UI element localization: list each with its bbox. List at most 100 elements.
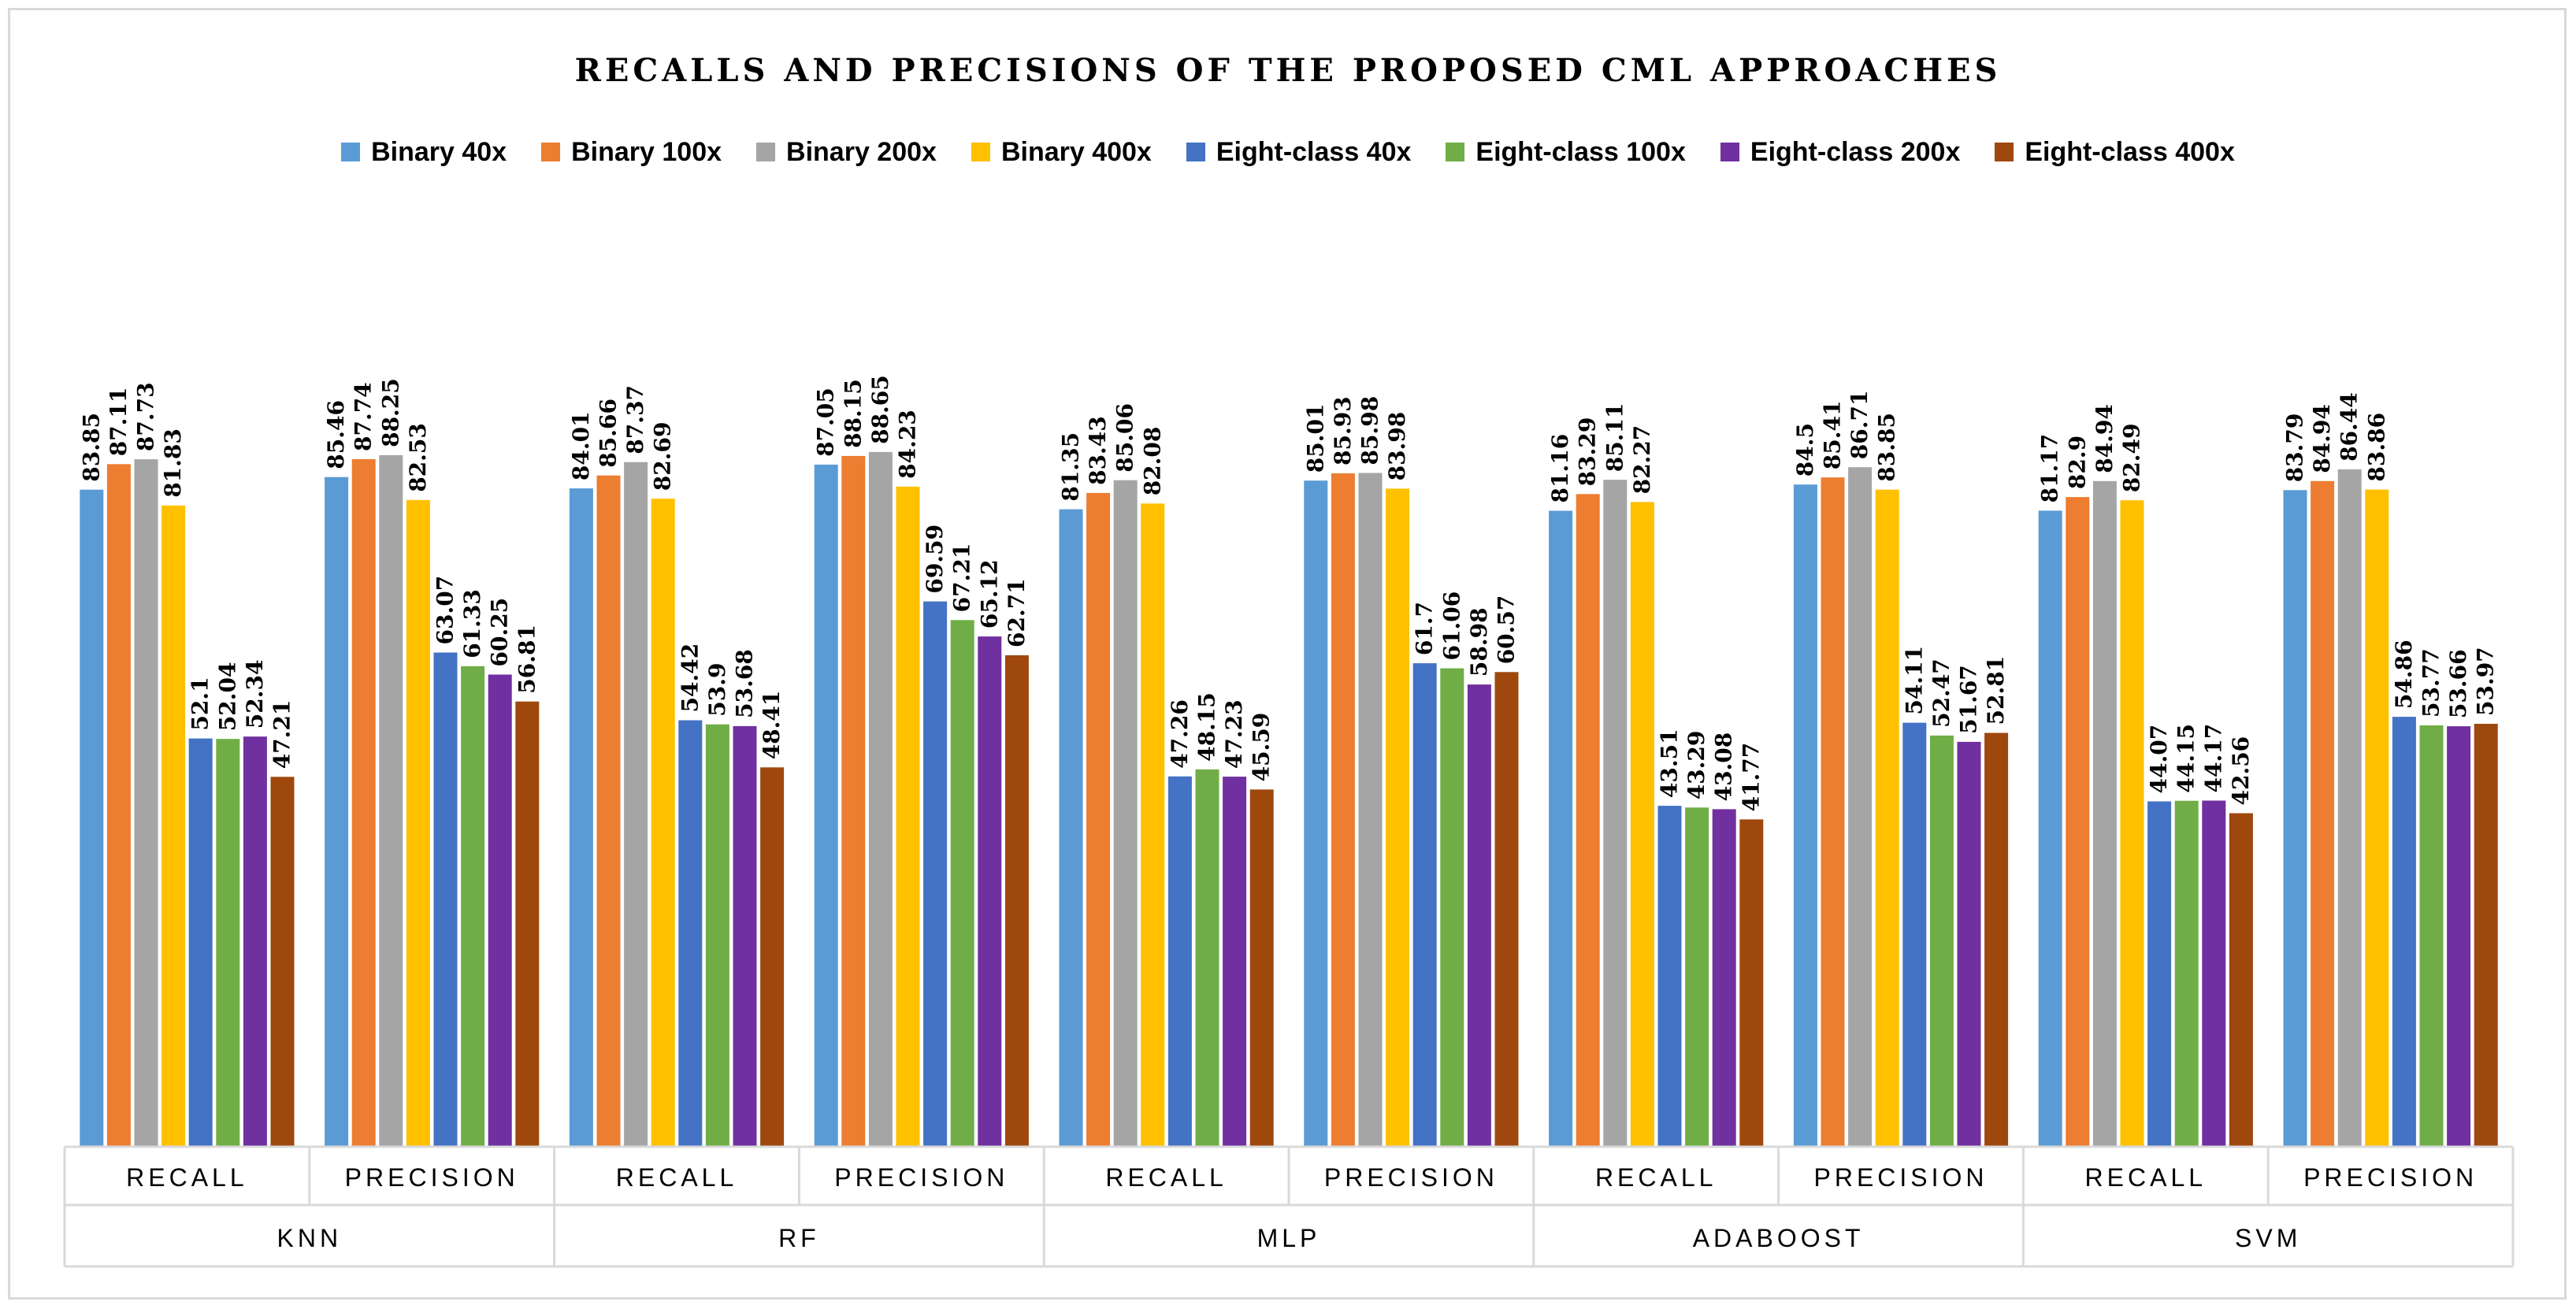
data-label: 53.97 bbox=[2473, 647, 2499, 716]
bar bbox=[1141, 503, 1165, 1147]
legend-label: Binary 100x bbox=[571, 136, 722, 167]
data-label: 84.94 bbox=[2092, 404, 2118, 473]
bar bbox=[2311, 480, 2335, 1147]
data-label: 88.65 bbox=[867, 375, 893, 444]
legend-swatch bbox=[1995, 143, 2014, 161]
bar bbox=[1386, 488, 1410, 1147]
legend-item: Binary 400x bbox=[971, 137, 1152, 168]
chart-title: RECALLS AND PRECISIONS OF THE PROPOSED C… bbox=[574, 52, 2002, 89]
legend-item: Eight-class 200x bbox=[1720, 137, 1960, 168]
data-label: 42.56 bbox=[2228, 736, 2254, 806]
legend-swatch bbox=[971, 143, 990, 161]
bar bbox=[2174, 800, 2199, 1147]
legend-swatch bbox=[1446, 143, 1465, 161]
bar bbox=[1902, 722, 1927, 1147]
data-label: 53.68 bbox=[732, 649, 758, 718]
bar bbox=[188, 738, 213, 1147]
bar bbox=[1712, 809, 1736, 1147]
bar bbox=[1957, 741, 1981, 1147]
data-label: 82.08 bbox=[1139, 427, 1165, 496]
data-label: 83.43 bbox=[1085, 416, 1111, 485]
data-label: 67.21 bbox=[949, 543, 975, 613]
bar bbox=[1657, 806, 1682, 1147]
data-label: 60.25 bbox=[487, 598, 513, 667]
bar bbox=[1195, 769, 1219, 1147]
bar bbox=[1603, 480, 1628, 1147]
bar bbox=[1331, 473, 1355, 1147]
bar bbox=[2202, 800, 2226, 1147]
data-label: 84.5 bbox=[1792, 423, 1818, 477]
data-label: 87.05 bbox=[813, 388, 839, 457]
legend-label: Binary 40x bbox=[371, 136, 507, 167]
data-label: 47.23 bbox=[1221, 699, 1247, 769]
data-label: 43.29 bbox=[1683, 731, 1709, 800]
data-label: 48.41 bbox=[759, 691, 785, 760]
data-label: 87.11 bbox=[106, 388, 132, 457]
bar bbox=[2365, 489, 2389, 1147]
data-label: 44.15 bbox=[2173, 724, 2199, 793]
data-label: 81.35 bbox=[1058, 432, 1084, 502]
data-label: 61.33 bbox=[459, 589, 485, 658]
data-label: 54.11 bbox=[1901, 646, 1927, 715]
data-label: 83.85 bbox=[1874, 413, 1900, 482]
data-label: 81.16 bbox=[1547, 434, 1573, 503]
x-tick-label: RECALL bbox=[1105, 1163, 1227, 1192]
data-label: 48.15 bbox=[1194, 692, 1220, 762]
data-label: 84.23 bbox=[895, 410, 921, 479]
legend-item: Eight-class 100x bbox=[1446, 137, 1686, 168]
bar bbox=[733, 725, 757, 1147]
data-label: 83.85 bbox=[78, 413, 104, 482]
data-label: 85.93 bbox=[1330, 396, 1356, 465]
bar bbox=[1494, 672, 1519, 1147]
bar bbox=[2419, 725, 2444, 1147]
x-tick-label: RECALL bbox=[1595, 1163, 1717, 1192]
data-label: 82.9 bbox=[2064, 436, 2090, 489]
bar bbox=[678, 720, 703, 1147]
data-label: 87.37 bbox=[622, 385, 648, 454]
data-label: 45.59 bbox=[1249, 713, 1275, 782]
bar bbox=[569, 488, 593, 1147]
data-label: 82.53 bbox=[405, 423, 431, 492]
data-label: 63.07 bbox=[432, 576, 458, 645]
data-label: 86.44 bbox=[2337, 392, 2363, 462]
bar bbox=[1739, 819, 1764, 1147]
bar bbox=[1630, 502, 1654, 1147]
x-tick-label: RECALL bbox=[126, 1163, 248, 1192]
data-label: 85.41 bbox=[1820, 401, 1846, 470]
bar bbox=[1875, 489, 1899, 1147]
bar bbox=[814, 464, 838, 1147]
x-tick-label: PRECISION bbox=[834, 1163, 1008, 1192]
data-label: 85.11 bbox=[1602, 403, 1628, 473]
data-label: 65.12 bbox=[976, 559, 1002, 629]
bar bbox=[325, 477, 349, 1147]
bar bbox=[80, 489, 104, 1147]
data-label: 53.9 bbox=[704, 662, 730, 716]
legend-label: Binary 200x bbox=[786, 136, 937, 167]
data-label: 84.01 bbox=[568, 411, 594, 480]
legend-item: Eight-class 40x bbox=[1186, 137, 1411, 168]
bar bbox=[1113, 480, 1138, 1147]
data-label: 86.71 bbox=[1847, 391, 1873, 460]
data-label: 69.59 bbox=[922, 525, 948, 594]
data-label: 82.69 bbox=[650, 422, 676, 491]
bar bbox=[1223, 777, 1247, 1147]
bar bbox=[2229, 813, 2253, 1147]
legend-swatch bbox=[341, 143, 361, 161]
legend-item: Binary 200x bbox=[756, 137, 937, 168]
bar bbox=[161, 505, 186, 1147]
bar bbox=[2120, 500, 2144, 1147]
data-label: 85.06 bbox=[1112, 403, 1138, 473]
bar bbox=[624, 462, 648, 1147]
legend-item: Binary 100x bbox=[541, 137, 722, 168]
bar bbox=[1793, 484, 1817, 1147]
data-label: 44.07 bbox=[2146, 725, 2172, 794]
bar bbox=[1549, 510, 1573, 1147]
bar bbox=[1929, 735, 1954, 1147]
data-label: 83.98 bbox=[1384, 412, 1410, 481]
bar bbox=[1167, 776, 1192, 1147]
group-label: RF bbox=[778, 1224, 820, 1252]
data-label: 82.49 bbox=[2119, 424, 2145, 493]
data-label: 52.81 bbox=[1983, 656, 2009, 725]
group-label: KNN bbox=[277, 1224, 343, 1252]
